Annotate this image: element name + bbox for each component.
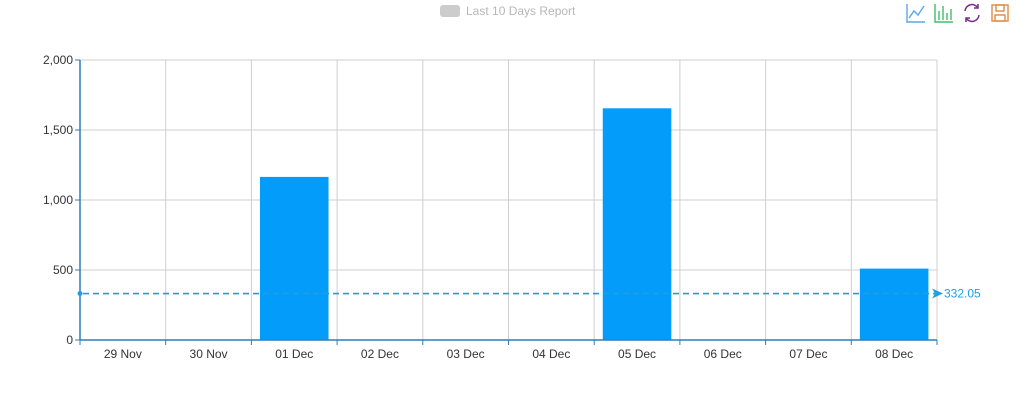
y-tick-label: 2,000 (43, 53, 73, 67)
bar[interactable] (602, 108, 672, 340)
average-mark-line: 332.05 (77, 287, 981, 301)
x-tick-label: 03 Dec (447, 347, 485, 361)
restore-icon[interactable] (961, 2, 983, 24)
y-tick-label: 1,500 (43, 123, 73, 137)
bar[interactable] (859, 268, 929, 340)
average-line-label: 332.05 (944, 287, 981, 301)
grid-lines (80, 59, 938, 340)
legend-label[interactable]: Last 10 Days Report (466, 4, 576, 18)
y-tick-label: 0 (66, 333, 73, 347)
x-tick-label: 30 Nov (190, 347, 228, 361)
legend[interactable]: Last 10 Days Report (440, 4, 575, 18)
bar[interactable] (259, 176, 329, 340)
x-tick-label: 05 Dec (618, 347, 656, 361)
toolbox (905, 2, 1011, 24)
average-line-start (77, 291, 83, 297)
x-tick-label: 29 Nov (104, 347, 142, 361)
line-chart-icon[interactable] (905, 2, 927, 24)
bar-chart-icon[interactable] (933, 2, 955, 24)
y-tick-label: 1,000 (43, 193, 73, 207)
bars (259, 108, 929, 340)
average-line-arrow (932, 288, 943, 299)
legend-swatch[interactable] (440, 5, 460, 17)
x-tick-label: 02 Dec (361, 347, 399, 361)
save-icon[interactable] (989, 2, 1011, 24)
y-tick-labels: 0 500 1,000 1,500 2,000 (43, 53, 73, 347)
y-tick-label: 500 (53, 263, 73, 277)
x-tick-labels: 29 Nov 30 Nov 01 Dec 02 Dec 03 Dec 04 Dec 05 D… (104, 347, 913, 361)
axes (75, 59, 938, 345)
x-tick-label: 04 Dec (532, 347, 570, 361)
x-tick-label: 01 Dec (275, 347, 313, 361)
x-tick-label: 08 Dec (875, 347, 913, 361)
x-tick-label: 06 Dec (704, 347, 742, 361)
x-tick-label: 07 Dec (789, 347, 827, 361)
